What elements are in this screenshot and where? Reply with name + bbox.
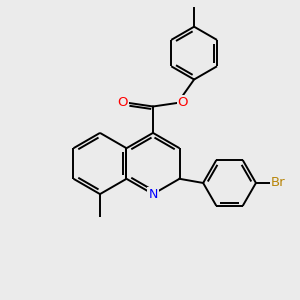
Text: N: N [148,188,158,201]
Text: O: O [118,96,128,109]
Text: O: O [178,96,188,109]
Text: Br: Br [271,176,285,190]
